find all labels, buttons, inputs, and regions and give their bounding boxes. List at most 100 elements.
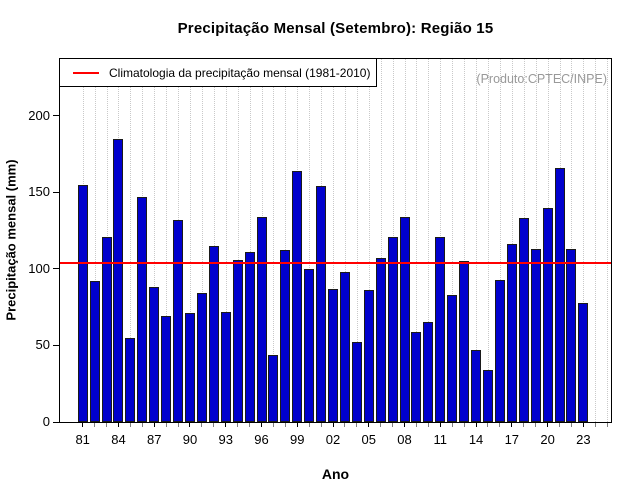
bar-2004 — [351, 342, 362, 422]
x-tick-label: 90 — [182, 432, 198, 447]
x-tick-label: 17 — [504, 432, 520, 447]
gridline — [368, 59, 370, 422]
bar-2016 — [494, 279, 505, 422]
x-tick — [249, 423, 251, 427]
x-tick-label: 20 — [540, 432, 555, 447]
bar-2014 — [471, 350, 482, 422]
x-tick — [523, 423, 525, 427]
bar-1992 — [208, 245, 219, 422]
gridline — [189, 59, 191, 422]
bar-1988 — [161, 316, 172, 422]
bar-2009 — [411, 331, 422, 422]
bar-1991 — [196, 293, 207, 422]
bar-1987 — [149, 287, 160, 422]
x-tick — [237, 423, 239, 427]
x-tick — [332, 423, 334, 427]
x-tick — [213, 423, 215, 427]
x-tick-label: 81 — [75, 432, 90, 447]
gridline — [94, 59, 96, 422]
bar-1983 — [101, 236, 112, 422]
bar-2021 — [554, 167, 565, 422]
y-tick-label: 200 — [28, 107, 50, 123]
x-tick — [344, 423, 346, 427]
gridline — [249, 59, 251, 422]
x-tick — [320, 423, 322, 427]
gridline — [452, 59, 454, 422]
x-tick — [427, 423, 429, 427]
bar-2010 — [423, 322, 434, 422]
gridline — [285, 59, 287, 422]
x-tick — [94, 423, 96, 427]
legend: Climatologia da precipitação mensal (198… — [59, 58, 377, 87]
x-tick — [141, 423, 143, 427]
bar-2006 — [375, 258, 386, 422]
bar-1989 — [173, 219, 184, 422]
x-tick — [272, 423, 274, 427]
gridline — [344, 59, 346, 422]
bar-2023 — [578, 302, 589, 422]
bar-1999 — [292, 170, 303, 422]
x-tick-label: 14 — [468, 432, 484, 447]
x-tick — [308, 423, 310, 427]
x-tick — [463, 423, 465, 427]
bar-2020 — [542, 207, 553, 422]
y-tick-label: 0 — [42, 414, 50, 429]
gridline — [607, 59, 609, 422]
x-tick-label: 05 — [361, 432, 376, 447]
gridline — [380, 59, 382, 422]
bar-2019 — [530, 248, 541, 422]
x-tick — [535, 423, 537, 427]
bar-2001 — [316, 186, 327, 422]
x-tick — [82, 423, 84, 427]
y-tick — [53, 421, 59, 423]
bar-2005 — [363, 290, 374, 422]
bar-1998 — [280, 250, 291, 422]
bar-1981 — [77, 184, 88, 422]
gridline — [213, 59, 215, 422]
x-tick-label: 96 — [254, 432, 269, 447]
x-tick-label: 99 — [290, 432, 305, 447]
legend-label: Climatologia da precipitação mensal (198… — [109, 65, 371, 80]
x-tick — [594, 423, 596, 427]
x-tick — [261, 423, 262, 427]
x-tick — [201, 423, 203, 427]
y-tick-label: 100 — [28, 260, 50, 276]
bar-2002 — [328, 288, 339, 422]
bar-1997 — [268, 354, 279, 422]
y-tick — [53, 344, 59, 346]
bar-2011 — [435, 236, 446, 422]
x-tick — [380, 423, 382, 427]
x-tick — [296, 423, 298, 427]
gridline — [356, 59, 358, 422]
x-tick — [582, 423, 584, 427]
x-axis-label: Ano — [321, 466, 350, 482]
gridline — [583, 59, 585, 422]
gridline — [273, 59, 275, 422]
bar-1993 — [220, 311, 231, 422]
chart-title: Precipitação Mensal (Setembro): Região 1… — [177, 20, 494, 37]
bar-2012 — [447, 294, 458, 422]
x-tick — [129, 423, 131, 427]
bar-2008 — [399, 216, 410, 422]
x-tick — [392, 423, 394, 427]
y-tick — [53, 115, 59, 117]
gridline — [428, 59, 430, 422]
x-tick — [225, 423, 227, 427]
x-tick — [499, 423, 501, 427]
bar-2000 — [304, 268, 315, 422]
x-tick — [570, 423, 572, 427]
gridline — [154, 59, 156, 422]
x-tick-label: 23 — [576, 432, 591, 447]
bar-1996 — [256, 216, 267, 422]
x-tick — [511, 423, 513, 427]
gridline — [333, 59, 335, 422]
gridline — [416, 59, 418, 422]
gridline — [595, 59, 597, 422]
x-tick — [475, 423, 477, 427]
x-tick — [547, 423, 549, 427]
gridline — [309, 59, 311, 422]
gridline — [487, 59, 489, 422]
bar-1994 — [232, 259, 243, 422]
bar-2007 — [387, 236, 398, 422]
x-tick — [189, 423, 191, 427]
